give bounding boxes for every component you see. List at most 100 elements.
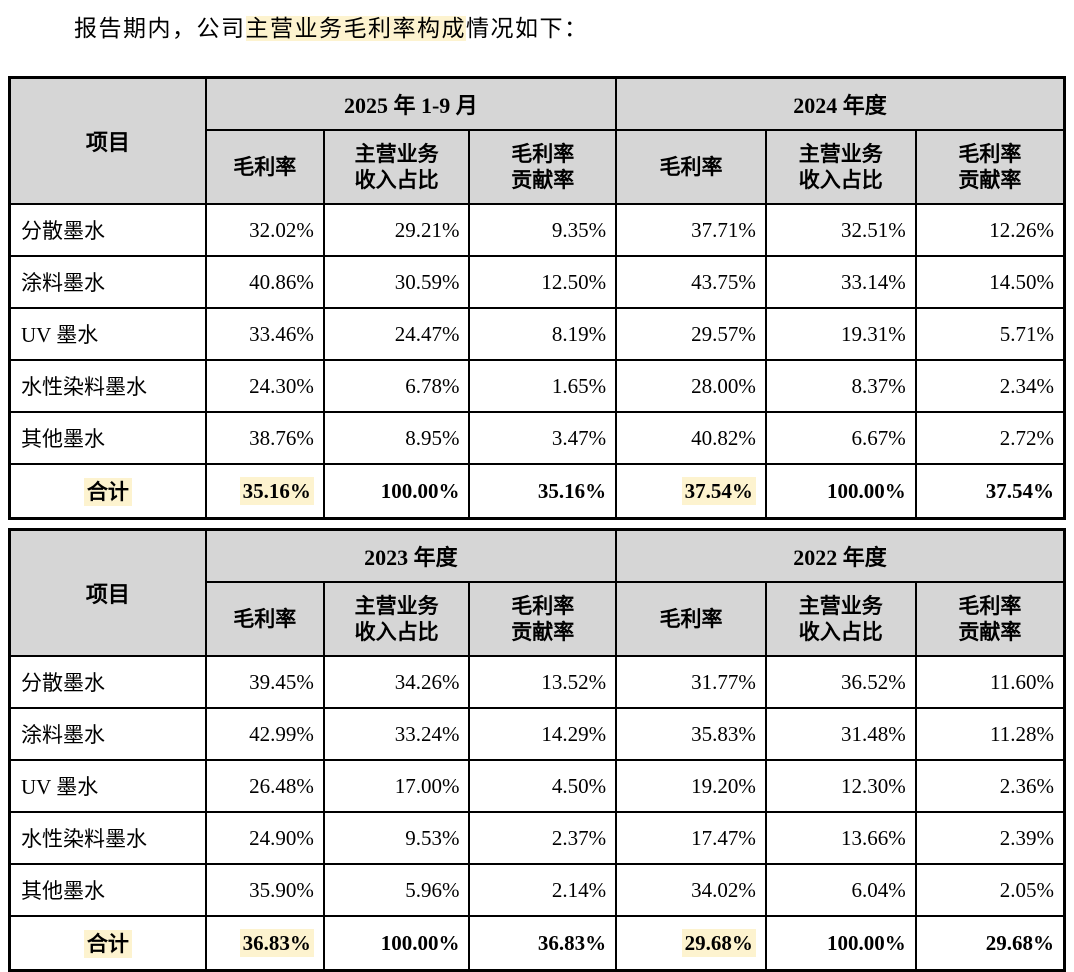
- cell-value: 39.45%: [204, 655, 325, 709]
- cell-value: 32.51%: [764, 203, 917, 257]
- cell-value: 11.60%: [914, 655, 1066, 709]
- total-cell-value: 35.16%: [204, 463, 325, 520]
- cell-value: 24.90%: [204, 811, 325, 865]
- cell-value: 2.39%: [914, 811, 1066, 865]
- column-header-margin-contribution: 毛利率 贡献率: [468, 129, 618, 205]
- column-header-item: 项目: [8, 76, 207, 205]
- total-cell-value: 29.68%: [615, 915, 767, 972]
- cell-value: 43.75%: [615, 255, 767, 309]
- cell-value: 2.37%: [468, 811, 618, 865]
- cell-value: 5.71%: [914, 307, 1066, 361]
- period-header-2025: 2025 年 1-9 月: [204, 76, 618, 131]
- period-header-2024: 2024 年度: [615, 76, 1066, 131]
- table-header-period-row: 项目 2025 年 1-9 月 2024 年度: [8, 76, 1066, 205]
- cell-value: 33.46%: [204, 307, 325, 361]
- cell-value: 8.19%: [468, 307, 618, 361]
- column-header-gross-margin: 毛利率: [204, 129, 325, 205]
- total-cell-value: 100.00%: [322, 915, 471, 972]
- column-header-revenue-share: 主营业务 收入占比: [322, 129, 471, 205]
- intro-prefix: 报告期内，公司: [74, 16, 246, 41]
- table-row: 分散墨水 32.02% 29.21% 9.35% 37.71% 32.51% 1…: [8, 203, 1066, 257]
- cell-value: 2.14%: [468, 863, 618, 917]
- gross-margin-table-2025-2024: 项目 2025 年 1-9 月 2024 年度 毛利率 主营业务 收入占比 毛利率…: [8, 76, 1066, 520]
- row-item-label: 涂料墨水: [8, 255, 207, 309]
- cell-value: 12.50%: [468, 255, 618, 309]
- gross-margin-table-2023-2022: 项目 2023 年度 2022 年度 毛利率 主营业务 收入占比 毛利率 贡献率 毛…: [8, 528, 1066, 972]
- row-item-label: UV 墨水: [8, 759, 207, 813]
- cell-value: 11.28%: [914, 707, 1066, 761]
- cell-value: 8.95%: [322, 411, 471, 465]
- table-header-metric-row: 毛利率 主营业务 收入占比 毛利率 贡献率 毛利率 主营业务 收入占比 毛利率 贡献率: [10, 129, 1066, 205]
- row-item-label: 其他墨水: [8, 863, 207, 917]
- cell-value: 2.34%: [914, 359, 1066, 413]
- total-cell-value: 100.00%: [764, 463, 917, 520]
- cell-value: 26.48%: [204, 759, 325, 813]
- total-cell-value: 36.83%: [204, 915, 325, 972]
- cell-value: 33.14%: [764, 255, 917, 309]
- row-item-label: 水性染料墨水: [8, 811, 207, 865]
- cell-value: 6.04%: [764, 863, 917, 917]
- cell-value: 40.82%: [615, 411, 767, 465]
- column-header-gross-margin: 毛利率: [615, 129, 767, 205]
- column-header-margin-contribution: 毛利率 贡献率: [914, 581, 1066, 657]
- row-item-label: 分散墨水: [8, 655, 207, 709]
- cell-value: 12.26%: [914, 203, 1066, 257]
- row-item-label: UV 墨水: [8, 307, 207, 361]
- cell-value: 17.00%: [322, 759, 471, 813]
- total-cell-value: 100.00%: [322, 463, 471, 520]
- table-row: 其他墨水 35.90% 5.96% 2.14% 34.02% 6.04% 2.0…: [8, 863, 1066, 917]
- total-cell-value: 29.68%: [914, 915, 1066, 972]
- cell-value: 2.36%: [914, 759, 1066, 813]
- column-header-revenue-share: 主营业务 收入占比: [764, 129, 917, 205]
- cell-value: 3.47%: [468, 411, 618, 465]
- cell-value: 9.35%: [468, 203, 618, 257]
- cell-value: 17.47%: [615, 811, 767, 865]
- cell-value: 8.37%: [764, 359, 917, 413]
- cell-value: 30.59%: [322, 255, 471, 309]
- table-row: 水性染料墨水 24.90% 9.53% 2.37% 17.47% 13.66% …: [8, 811, 1066, 865]
- cell-value: 6.78%: [322, 359, 471, 413]
- table-row: 其他墨水 38.76% 8.95% 3.47% 40.82% 6.67% 2.7…: [8, 411, 1066, 465]
- table-row: 水性染料墨水 24.30% 6.78% 1.65% 28.00% 8.37% 2…: [8, 359, 1066, 413]
- column-header-gross-margin: 毛利率: [615, 581, 767, 657]
- table-header-period-row: 项目 2023 年度 2022 年度: [8, 528, 1066, 657]
- table-row: 涂料墨水 40.86% 30.59% 12.50% 43.75% 33.14% …: [8, 255, 1066, 309]
- cell-value: 32.02%: [204, 203, 325, 257]
- cell-value: 1.65%: [468, 359, 618, 413]
- total-label: 合计: [8, 463, 207, 520]
- cell-value: 13.66%: [764, 811, 917, 865]
- cell-value: 35.90%: [204, 863, 325, 917]
- total-cell-value: 37.54%: [615, 463, 767, 520]
- table-row: 涂料墨水 42.99% 33.24% 14.29% 35.83% 31.48% …: [8, 707, 1066, 761]
- total-cell-value: 100.00%: [764, 915, 917, 972]
- total-label: 合计: [8, 915, 207, 972]
- column-header-gross-margin: 毛利率: [204, 581, 325, 657]
- cell-value: 2.72%: [914, 411, 1066, 465]
- cell-value: 29.57%: [615, 307, 767, 361]
- cell-value: 19.20%: [615, 759, 767, 813]
- intro-highlight: 主营业务毛利率构成: [245, 16, 466, 41]
- cell-value: 14.50%: [914, 255, 1066, 309]
- cell-value: 38.76%: [204, 411, 325, 465]
- table-header-metric-row: 毛利率 主营业务 收入占比 毛利率 贡献率 毛利率 主营业务 收入占比 毛利率 贡献率: [10, 581, 1066, 657]
- column-header-margin-contribution: 毛利率 贡献率: [468, 581, 618, 657]
- intro-suffix: 情况如下：: [466, 16, 589, 41]
- row-item-label: 涂料墨水: [8, 707, 207, 761]
- column-header-item: 项目: [8, 528, 207, 657]
- cell-value: 4.50%: [468, 759, 618, 813]
- cell-value: 19.31%: [764, 307, 917, 361]
- total-cell-value: 35.16%: [468, 463, 618, 520]
- cell-value: 29.21%: [322, 203, 471, 257]
- cell-value: 34.26%: [322, 655, 471, 709]
- cell-value: 2.05%: [914, 863, 1066, 917]
- total-cell-value: 37.54%: [914, 463, 1066, 520]
- column-header-revenue-share: 主营业务 收入占比: [764, 581, 917, 657]
- cell-value: 28.00%: [615, 359, 767, 413]
- cell-value: 13.52%: [468, 655, 618, 709]
- cell-value: 14.29%: [468, 707, 618, 761]
- table-row: UV 墨水 33.46% 24.47% 8.19% 29.57% 19.31% …: [8, 307, 1066, 361]
- row-item-label: 其他墨水: [8, 411, 207, 465]
- cell-value: 36.52%: [764, 655, 917, 709]
- column-header-revenue-share: 主营业务 收入占比: [322, 581, 471, 657]
- table-row: UV 墨水 26.48% 17.00% 4.50% 19.20% 12.30% …: [8, 759, 1066, 813]
